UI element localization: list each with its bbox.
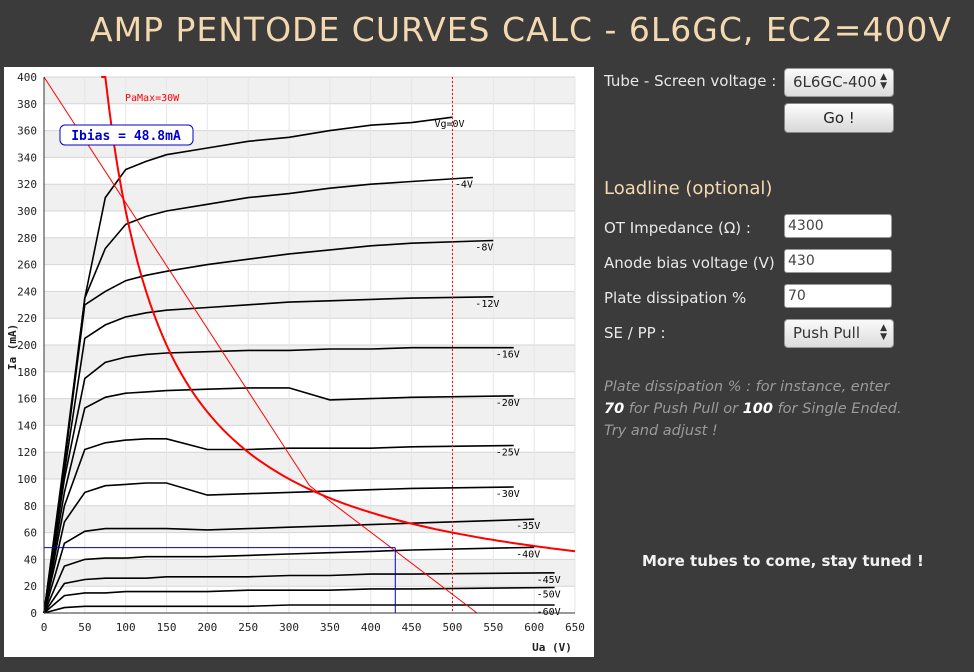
x-tick-label: 400 — [361, 621, 381, 634]
mode-label: SE / PP : — [604, 324, 666, 342]
select-arrows-icon: ▲ ▼ — [880, 323, 887, 342]
curve-label: -45V — [537, 575, 561, 586]
x-axis-label: Ua (V) — [532, 641, 572, 654]
more-tubes-note: More tubes to come, stay tuned ! — [642, 552, 924, 570]
grid-band — [44, 452, 575, 479]
x-tick-label: 0 — [41, 621, 48, 634]
tube-curve-7 — [43, 482, 514, 614]
loadline — [43, 76, 478, 614]
grid-band — [44, 398, 575, 426]
tube-curve-11 — [43, 586, 555, 614]
curve-label: -4V — [455, 180, 473, 191]
y-tick-label: 280 — [17, 232, 37, 245]
y-tick-label: 220 — [17, 312, 37, 325]
x-tick-label: 650 — [565, 621, 585, 634]
curve-label: -8V — [475, 242, 493, 253]
x-tick-label: 300 — [279, 621, 299, 634]
bias-label-box — [59, 124, 194, 146]
hint-text-2: for Push Pull or — [624, 401, 743, 417]
tube-label: Tube - Screen voltage : — [604, 72, 777, 90]
tube-select[interactable]: 6L6GC-400 ▲ ▼ — [784, 68, 894, 97]
y-tick-label: 0 — [30, 607, 37, 620]
pamax-label: PaMax=30W — [125, 93, 180, 104]
page-title: AMP PENTODE CURVES CALC - 6L6GC, EC2=400… — [90, 10, 952, 49]
tube-curve-12 — [43, 604, 555, 614]
dissipation-input[interactable] — [784, 284, 892, 308]
tube-curve-0 — [43, 116, 453, 614]
bias-label: Ibias = 48.8mA — [71, 129, 181, 144]
tube-curve-8 — [43, 518, 535, 614]
hint-value-se: 100 — [742, 401, 773, 417]
y-tick-label: 320 — [17, 178, 37, 191]
y-tick-label: 400 — [17, 71, 37, 84]
tube-curve-1 — [43, 176, 473, 614]
y-tick-label: 260 — [17, 259, 37, 272]
hint-text-1: Plate dissipation % : for instance, ente… — [604, 379, 890, 395]
curve-label: -30V — [496, 489, 520, 500]
curve-label: Vg=0V — [434, 119, 464, 130]
curve-label: -35V — [516, 521, 540, 532]
tube-curve-2 — [43, 239, 494, 614]
y-tick-label: 120 — [17, 446, 37, 459]
mode-select[interactable]: Push Pull ▲ ▼ — [784, 319, 894, 348]
curve-label: -20V — [496, 398, 520, 409]
y-tick-label: 380 — [17, 98, 37, 111]
bias-voltage-label: Anode bias voltage (V) — [604, 254, 775, 272]
y-tick-label: 180 — [17, 366, 37, 379]
tube-curve-9 — [43, 546, 535, 614]
x-tick-label: 550 — [483, 621, 503, 634]
x-tick-label: 350 — [320, 621, 340, 634]
curve-label: -50V — [537, 590, 561, 601]
dissipation-hint: Plate dissipation % : for instance, ente… — [604, 376, 904, 442]
y-tick-label: 300 — [17, 205, 37, 218]
hint-value-pp: 70 — [604, 401, 625, 417]
tube-curve-5 — [43, 387, 514, 614]
tube-curve-4 — [43, 346, 514, 614]
x-tick-label: 250 — [238, 621, 258, 634]
pentode-curves-chart: 0 20 40 60 80 100 120 140 160 180 200 220 240 260 280 3… — [4, 67, 594, 657]
y-tick-label: 40 — [24, 553, 37, 566]
y-tick-label: 160 — [17, 393, 37, 406]
y-tick-label: 200 — [17, 339, 37, 352]
x-tick-label: 450 — [402, 621, 422, 634]
grid-band — [44, 184, 575, 211]
pamax-curve — [101, 76, 576, 553]
y-tick-label: 80 — [24, 500, 37, 513]
curve-label: -60V — [537, 607, 561, 618]
hint-text-3: for Single Ended. Try and adjust ! — [604, 401, 902, 439]
y-tick-label: 60 — [24, 527, 37, 540]
tube-select-value: 6L6GC-400 — [793, 73, 877, 91]
x-tick-label: 600 — [524, 621, 544, 634]
curve-label: -40V — [516, 549, 540, 560]
dissipation-label: Plate dissipation % — [604, 289, 747, 307]
loadline-section-title: Loadline (optional) — [604, 178, 773, 199]
y-tick-label: 20 — [24, 580, 37, 593]
x-tick-label: 50 — [78, 621, 91, 634]
grid-band — [44, 291, 575, 319]
curve-label: -12V — [475, 299, 499, 310]
y-axis-label: Ia (mA) — [6, 324, 19, 370]
y-tick-label: 360 — [17, 125, 37, 138]
tube-curve-6 — [43, 438, 514, 614]
y-tick-label: 100 — [17, 473, 37, 486]
y-tick-label: 140 — [17, 419, 37, 432]
chart-svg: 0 20 40 60 80 100 120 140 160 180 200 220 240 260 280 3… — [6, 71, 585, 654]
impedance-input[interactable] — [784, 214, 892, 238]
x-tick-label: 200 — [197, 621, 217, 634]
grid-band — [44, 77, 575, 104]
y-tick-label: 340 — [17, 151, 37, 164]
tube-curve-3 — [43, 296, 494, 614]
curve-label: -25V — [496, 448, 520, 459]
x-tick-label: 150 — [157, 621, 177, 634]
tube-curve-10 — [43, 572, 555, 614]
impedance-label: OT Impedance (Ω) : — [604, 219, 751, 237]
go-button[interactable]: Go ! — [784, 103, 894, 133]
x-tick-label: 100 — [116, 621, 136, 634]
curve-label: -16V — [496, 350, 520, 361]
y-tick-label: 240 — [17, 285, 37, 298]
bias-voltage-input[interactable] — [784, 249, 892, 273]
x-tick-label: 500 — [443, 621, 463, 634]
select-arrows-icon: ▲ ▼ — [880, 72, 887, 91]
mode-select-value: Push Pull — [793, 324, 861, 342]
